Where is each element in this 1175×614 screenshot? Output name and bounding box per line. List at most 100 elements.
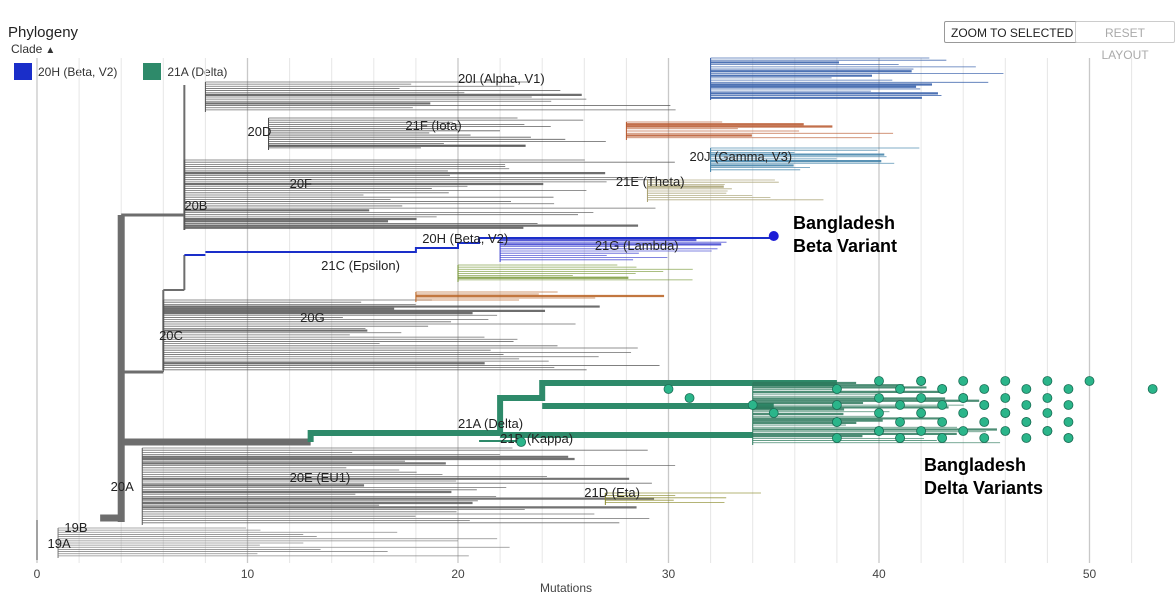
delta-sample-point: [1042, 426, 1053, 436]
x-tick-label: 20: [451, 567, 465, 581]
legend-swatch: [143, 63, 162, 80]
delta-sample-point: [1063, 433, 1074, 443]
bush-gamma: [710, 147, 920, 172]
bush-epsilon: [457, 264, 693, 282]
delta-sample-point: [1000, 393, 1011, 403]
delta-sample-point: [768, 408, 779, 418]
legend-item-beta[interactable]: 20H (Beta, V2): [14, 63, 117, 80]
clade-label: 20H (Beta, V2): [422, 231, 508, 246]
delta-sample-point: [937, 400, 948, 410]
x-tick-label: 30: [662, 567, 676, 581]
bush-20I: [204, 81, 676, 112]
lineage-beta: [205, 237, 774, 253]
delta-annotation: Delta Variants: [924, 478, 1043, 498]
delta-sample-point: [1042, 376, 1053, 386]
delta-sample-point: [916, 376, 926, 386]
delta-sample-point: [663, 384, 674, 394]
delta-sample-point: [1042, 393, 1053, 403]
legend-label: 21A (Delta): [167, 64, 228, 79]
delta-sample-point: [895, 400, 905, 410]
clade-label: 20I (Alpha, V1): [458, 71, 545, 86]
clade-label: 20B: [184, 198, 207, 213]
beta-annotation: Bangladesh: [793, 213, 895, 233]
panel-title: Phylogeny: [8, 24, 79, 41]
clade-label: 19B: [64, 520, 87, 535]
clade-label: 20F: [290, 176, 312, 191]
delta-sample-point: [1021, 400, 1032, 410]
delta-sample-point: [1021, 384, 1032, 394]
legend-item-delta[interactable]: 21A (Delta): [143, 63, 227, 80]
delta-sample-point: [747, 400, 758, 410]
bush-20G: [162, 299, 660, 372]
beta-annotation: Beta Variant: [793, 236, 897, 256]
bush-20E: [141, 447, 676, 525]
clade-label: 20G: [300, 310, 325, 325]
clade-label: 20C: [159, 328, 183, 343]
x-tick-label: 50: [1083, 567, 1097, 581]
delta-sample-point: [874, 376, 884, 386]
delta-sample-point: [1000, 408, 1011, 418]
delta-sample-point: [979, 400, 990, 410]
delta-sample-point: [1021, 417, 1032, 427]
delta-sample-point: [937, 417, 948, 427]
delta-sample-point: [979, 433, 990, 443]
bush-beta: [499, 238, 727, 262]
chevron-up-icon: ▲: [45, 45, 56, 56]
lineage-delta: [307, 380, 837, 442]
delta-sample-point: [874, 426, 884, 436]
delta-sample-point: [516, 437, 527, 447]
x-tick-label: 0: [34, 567, 41, 581]
bush-alpha: [710, 57, 1004, 100]
clade-label: 21D (Eta): [584, 485, 640, 500]
delta-sample-point: [937, 433, 948, 443]
delta-sample-point: [958, 393, 969, 403]
clade-label: 21C (Epsilon): [321, 258, 400, 273]
delta-sample-point: [1063, 384, 1074, 394]
delta-sample-point: [832, 417, 842, 427]
reset-layout-button[interactable]: RESET LAYOUT: [1075, 21, 1175, 62]
delta-sample-point: [979, 417, 990, 427]
delta-sample-point: [916, 426, 926, 436]
clade-label: 21A (Delta): [458, 416, 523, 431]
bush-iota: [415, 291, 665, 302]
legend-swatch: [14, 63, 32, 80]
delta-sample-point: [958, 408, 969, 418]
delta-sample-point: [895, 417, 905, 427]
delta-sample-point: [895, 384, 905, 394]
beta-sample-point: [768, 231, 779, 241]
clade-label: 20E (EU1): [290, 470, 351, 485]
delta-sample-point: [958, 426, 969, 436]
delta-sample-point: [684, 393, 695, 403]
bush-19B: [57, 527, 510, 558]
clade-label: 20D: [248, 124, 272, 139]
delta-sample-point: [937, 384, 948, 394]
delta-sample-point: [895, 433, 905, 443]
tree-branches: [36, 57, 1004, 560]
delta-sample-point: [1000, 376, 1011, 386]
clade-label: 21B (Kappa): [500, 431, 573, 446]
legend: 20H (Beta, V2) 21A (Delta): [14, 63, 227, 80]
bush-theta: [646, 179, 824, 202]
annotations: Bangladesh Beta Variant Bangladesh Delta Va…: [516, 213, 1158, 498]
legend-label: 20H (Beta, V2): [38, 64, 118, 79]
bush-20F: [183, 159, 675, 230]
clade-toggle[interactable]: Clade ▲: [11, 42, 55, 56]
delta-sample-point: [1063, 400, 1074, 410]
delta-annotation: Bangladesh: [924, 455, 1026, 475]
delta-sample-point: [979, 384, 990, 394]
clade-toggle-label: Clade: [11, 42, 43, 56]
delta-sample-point: [1063, 417, 1074, 427]
delta-sample-point: [916, 393, 926, 403]
delta-sample-point: [832, 433, 842, 443]
delta-sample-point: [916, 408, 926, 418]
x-axis: 0 10 20 30 40 50 Mutations: [34, 567, 1097, 595]
delta-sample-point: [1042, 408, 1053, 418]
delta-sample-point: [1084, 376, 1095, 386]
delta-sample-point: [1147, 384, 1158, 394]
delta-sample-point: [832, 400, 842, 410]
x-tick-label: 10: [241, 567, 255, 581]
delta-sample-point: [874, 408, 884, 418]
clade-label: 20J (Gamma, V3): [690, 149, 793, 164]
